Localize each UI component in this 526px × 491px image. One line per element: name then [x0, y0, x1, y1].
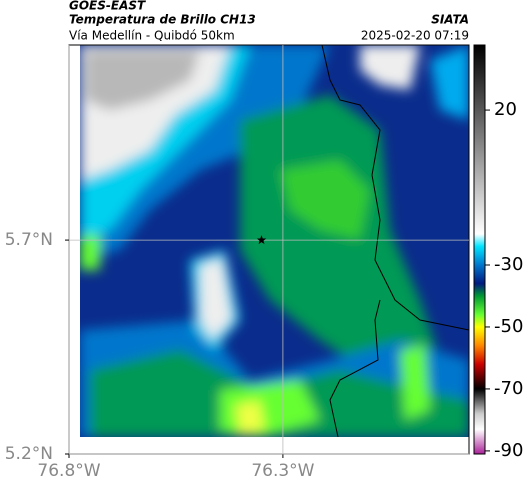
- colorbar-tick-label: -30: [494, 254, 523, 275]
- satellite-image: [80, 45, 469, 437]
- title: GOES-EAST: [69, 0, 146, 13]
- timestamp: 2025-02-20 07:19: [361, 29, 469, 43]
- colorbar-tick-label: 20: [494, 99, 517, 120]
- y-tick-label: 5.7°N: [5, 230, 53, 250]
- colorbar-tick-label: -50: [494, 316, 523, 337]
- colorbar-tick-label: -90: [494, 440, 523, 461]
- x-tick-label: 76.3°W: [251, 461, 314, 481]
- source: SIATA: [431, 13, 469, 27]
- y-tick-label: 5.2°N: [5, 444, 53, 464]
- colorbar-tick-label: -70: [494, 378, 523, 399]
- location-marker: [256, 235, 267, 245]
- subtitle: Temperatura de Brillo CH13: [69, 13, 256, 27]
- colorbar: [473, 44, 486, 455]
- x-tick-label: 76.8°W: [37, 461, 100, 481]
- route: Vía Medellín - Quibdó 50km: [69, 29, 235, 43]
